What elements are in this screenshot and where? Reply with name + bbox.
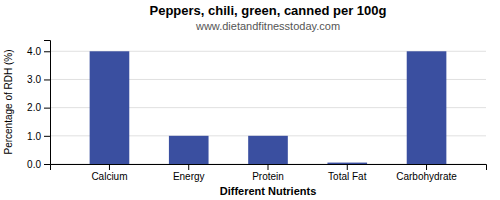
grid [50, 51, 486, 164]
y-tick: 3.0 [27, 74, 50, 85]
x-tick-mark [109, 164, 110, 170]
plot-area: 0.0 1.0 2.0 3.0 4.0 Calcium Energy Protein Total… [27, 41, 486, 183]
bar [90, 51, 130, 164]
x-tick: Protein [252, 164, 284, 182]
x-axis-title: Different Nutrients [220, 185, 317, 197]
subtitle: www.dietandfitnesstoday.com [195, 20, 340, 32]
chart-container: Peppers, chili, green, canned per 100g ww… [0, 0, 500, 200]
y-axis-line [44, 41, 51, 165]
y-tick-label: 2.0 [27, 102, 41, 113]
title: Peppers, chili, green, canned per 100g [150, 3, 387, 18]
y-axis: 0.0 1.0 2.0 3.0 4.0 [27, 41, 50, 170]
bar [327, 163, 367, 164]
y-tick: 0.0 [27, 159, 50, 170]
bar [407, 51, 447, 164]
x-axis-line [51, 165, 487, 171]
x-tick-mark [188, 164, 189, 170]
y-axis-title: Percentage of RDH (%) [3, 49, 14, 154]
x-tick-label: Calcium [91, 171, 127, 182]
y-tick-label: 4.0 [27, 46, 41, 57]
x-tick-label: Protein [252, 171, 284, 182]
x-tick-mark [426, 164, 427, 170]
y-tick-label: 3.0 [27, 74, 41, 85]
x-tick-mark [268, 164, 269, 170]
y-tick-label: 0.0 [27, 159, 41, 170]
y-tick-mark [44, 79, 50, 80]
y-tick: 2.0 [27, 102, 50, 113]
y-tick-mark [44, 108, 50, 109]
x-tick: Energy [173, 164, 205, 182]
x-tick: Carbohydrate [396, 164, 457, 182]
y-tick: 4.0 [27, 46, 50, 57]
bar [248, 136, 288, 164]
x-axis: Calcium Energy Protein Total Fat Carbohydrat… [51, 164, 487, 182]
y-tick: 1.0 [27, 131, 50, 142]
chart-svg: Peppers, chili, green, canned per 100g ww… [0, 0, 500, 200]
y-tick-label: 1.0 [27, 131, 41, 142]
x-tick-label: Total Fat [328, 171, 367, 182]
y-tick-mark [44, 136, 50, 137]
x-tick: Total Fat [328, 164, 367, 182]
bars [90, 51, 447, 164]
x-tick-mark [347, 164, 348, 170]
y-tick-mark [44, 164, 50, 165]
x-tick-label: Carbohydrate [396, 171, 457, 182]
x-tick-label: Energy [173, 171, 205, 182]
bar [169, 136, 209, 164]
y-tick-mark [44, 51, 50, 52]
x-tick: Calcium [91, 164, 127, 182]
